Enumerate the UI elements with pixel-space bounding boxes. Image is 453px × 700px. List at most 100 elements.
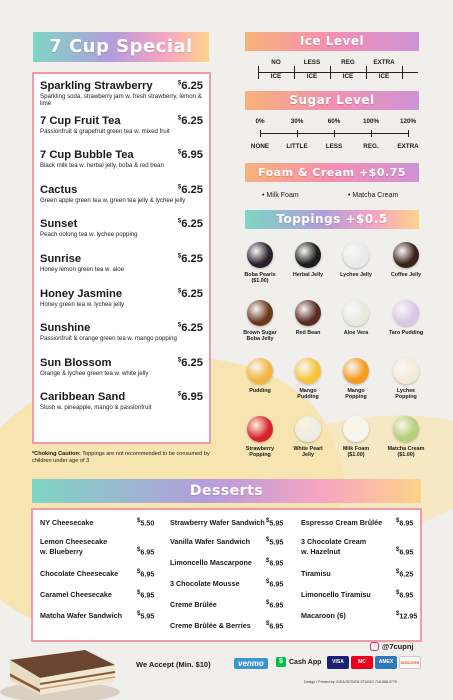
ice-tick (366, 66, 367, 79)
dessert-price: $5.50 (137, 518, 155, 528)
topping-sub: ($1.00) (397, 452, 415, 459)
drink-item: 7 Cup Fruit Tea $6.25 Passionfruit & grape… (40, 115, 203, 150)
drink-description: Peach oolong tea w. lychee popping (40, 231, 138, 239)
amex-card-icon: AMEX (375, 656, 397, 669)
topping-name: Mango (347, 388, 365, 394)
currency-symbol: $ (396, 547, 400, 553)
sugar-percent: 100% (362, 118, 380, 125)
topping-label: Strawberry Popping (236, 446, 284, 459)
drink-header: Sparkling Strawberry $6.25 (40, 80, 203, 92)
topping-label: White Pearl Jelly (284, 446, 332, 459)
topping-label: Boba Pearls ($1.00) (236, 272, 284, 285)
currency-symbol: $ (177, 149, 182, 156)
topping-name: Brown Sugar (243, 330, 277, 336)
dessert-price: $6.95 (137, 569, 155, 579)
ice-level-label: REG (341, 59, 355, 66)
drink-name: Sunshine (40, 322, 91, 335)
mastercard-card-icon: MC (351, 656, 373, 669)
currency-symbol: $ (266, 518, 270, 524)
foam-cream-title: Foam & Cream +$0.75 (245, 163, 419, 182)
sugar-tick (334, 130, 335, 137)
ice-level-label: EXTRA (373, 59, 395, 66)
topping-item: Milk Foam ($1.00) (332, 416, 380, 459)
drink-description: Honey green tea w. lychee jelly (40, 300, 125, 308)
dessert-price: $12.95 (396, 611, 418, 621)
topping-label: Lychee Jelly (332, 272, 380, 278)
topping-label: Red Bean (284, 330, 332, 336)
instagram-label: @7cupnj (382, 642, 414, 651)
topping-image (247, 242, 273, 268)
topping-image (295, 358, 321, 384)
topping-name: Strawberry (245, 446, 275, 452)
dessert-price: $6.95 (266, 600, 284, 610)
currency-symbol: $ (396, 518, 400, 524)
topping-sub: ($1.00) (347, 452, 365, 459)
topping-name: Herbal Jelly (292, 272, 324, 278)
topping-image (393, 300, 419, 326)
ice-level-title: Ice Level (245, 32, 419, 51)
sugar-percent: 30% (290, 118, 304, 125)
discover-card-icon: DISCOVER (399, 656, 421, 669)
topping-name: White Pearl (293, 446, 323, 452)
topping-label: Herbal Jelly (284, 272, 332, 278)
dessert-price: $5.95 (266, 518, 284, 528)
ice-level-label: LESS (303, 59, 321, 66)
topping-image (343, 300, 369, 326)
special-drinks-panel: Sparkling Strawberry $6.25 Sparkling soda,… (32, 72, 211, 444)
topping-name: Boba Pearls (244, 272, 276, 278)
topping-name: Red Bean (295, 330, 321, 336)
drink-description: Slush w. pineapple, mango & passionfruit (40, 404, 152, 412)
dessert-name: 3 Chocolate Cream w. Hazelnut (301, 537, 367, 556)
payment-accept-text: We Accept (Min. $10) (136, 660, 211, 669)
topping-image (343, 358, 369, 384)
currency-symbol: $ (266, 600, 270, 606)
drink-name: Cactus (40, 183, 78, 196)
currency-symbol: $ (177, 114, 182, 121)
ice-level-caption: ICE (342, 73, 354, 80)
dessert-name: Macaroon (6) (301, 611, 346, 620)
topping-label: Mango Popping (332, 388, 380, 401)
dessert-name: Matcha Wafer Sandwich (40, 611, 123, 620)
drink-price: $6.25 (177, 114, 203, 127)
topping-name: Taro Pudding (388, 330, 424, 336)
drink-header: Sunshine $6.25 (40, 322, 203, 334)
drink-header: Sunrise $6.25 (40, 253, 203, 265)
ice-level-caption: ICE (306, 73, 318, 80)
drink-header: Sunset $6.25 (40, 218, 203, 230)
topping-item: Matcha Cream ($1.00) (382, 416, 430, 459)
dessert-price: $6.95 (266, 621, 284, 631)
drink-description: Black milk tea w. herbal jelly, boba & r… (40, 162, 164, 170)
topping-item: Lychee Popping (382, 358, 430, 401)
currency-symbol: $ (266, 621, 270, 627)
ice-tick (294, 66, 295, 79)
topping-image (247, 416, 273, 442)
dessert-price: $6.95 (137, 547, 155, 557)
drink-name: Sunset (40, 218, 78, 231)
topping-label: Lychee Popping (382, 388, 430, 401)
drink-item: Honey Jasmine $6.25 Honey green tea w. lyc… (40, 288, 203, 323)
currency-symbol: $ (396, 611, 400, 617)
sugar-tick (297, 130, 298, 137)
dessert-name: 3 Chocolate Mousse (170, 579, 240, 588)
drink-item: Sunrise $6.25 Honey lemon green tea w. alo… (40, 253, 203, 288)
drink-name: Honey Jasmine (40, 287, 123, 300)
currency-symbol: $ (137, 518, 141, 524)
drink-item: Sun Blossom $6.25 Orange & lychee green te… (40, 357, 203, 392)
sugar-label: LESS (325, 143, 343, 150)
currency-symbol: $ (177, 218, 182, 225)
currency-symbol: $ (177, 253, 182, 260)
topping-item: Coffee Jelly (382, 242, 430, 278)
dessert-name: Lemon Cheesecake w. Blueberry (40, 537, 108, 556)
dessert-price: $6.95 (266, 579, 284, 589)
topping-name: Mango (299, 388, 317, 394)
topping-sub: Popping (395, 394, 417, 401)
currency-symbol: $ (177, 184, 182, 191)
topping-label: Pudding (236, 388, 284, 394)
topping-label: Taro Pudding (382, 330, 430, 336)
topping-image (343, 242, 369, 268)
visa-card-icon: VISA (327, 656, 349, 669)
dessert-price: $6.95 (396, 518, 414, 528)
topping-image (247, 358, 273, 384)
sugar-tick (408, 130, 409, 137)
topping-name: Coffee Jelly (390, 272, 422, 278)
